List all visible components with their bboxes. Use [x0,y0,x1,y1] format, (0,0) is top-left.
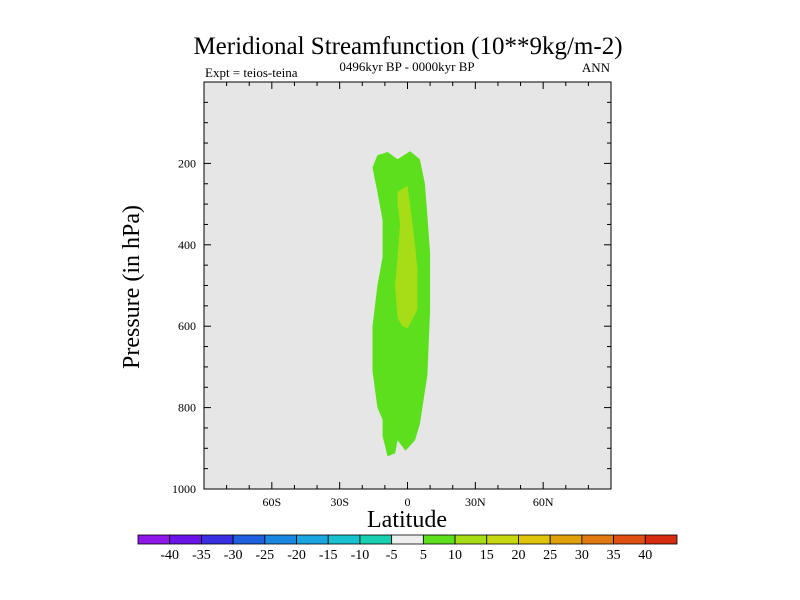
colorbar-label: 10 [448,548,462,563]
x-tick-label: 60S [262,495,281,509]
colorbar-swatch [391,534,424,545]
colorbar-swatch [232,534,266,545]
y-tick-label: 1000 [172,482,196,496]
x-axis-title: Latitude [367,507,447,533]
colorbar-swatch [518,534,551,545]
y-tick-label: 800 [178,401,196,415]
x-tick-label: 30S [330,495,349,509]
colorbar-swatch [581,534,614,545]
colorbar-swatch [137,534,171,545]
season-label: ANN [582,60,611,75]
colorbar-label: 15 [480,548,494,563]
colorbar-label: 5 [420,548,427,563]
colorbar-swatch [327,534,361,545]
colorbar-swatch [454,534,488,545]
colorbar-label: -5 [386,548,398,563]
y-tick-label: 200 [178,156,196,170]
colorbar-label: -10 [351,548,370,563]
colorbar-swatch [296,534,329,545]
chart-title: Meridional Streamfunction (10**9kg/m-2) [193,33,622,60]
colorbar-swatch [613,534,646,545]
colorbar-swatch [549,534,583,545]
colorbar-swatch [644,534,678,545]
period-label: 0496kyr BP - 0000kyr BP [339,59,474,74]
colorbar-label: -40 [160,548,179,563]
colorbar-label: 25 [543,548,557,563]
colorbar-swatch [486,534,519,545]
axis-ticks: 60S 30S 0 30N 60N 200 400 600 800 1000 [172,82,611,509]
colorbar-label: 30 [575,548,589,563]
colorbar-label: 20 [511,548,525,563]
colorbar-label: -15 [319,548,338,563]
x-tick-label: 0 [405,495,411,509]
colorbar-label: 35 [607,548,621,563]
colorbar-swatch [422,534,456,545]
plot-area [203,81,612,490]
experiment-label: Expt = teios-teina [205,65,298,80]
contour-region-2 [395,185,418,329]
colorbar-swatch [264,534,297,545]
colorbar-label: 40 [638,548,652,563]
colorbar-label: -35 [192,548,211,563]
y-axis-title: Pressure (in hPa) [119,205,145,369]
y-tick-label: 600 [178,319,196,333]
colorbar: -40 -35 -30 -25 -20 -15 -10 -5 5 10 15 20 25 30 35 40 [137,534,678,563]
colorbar-label: -30 [224,548,243,563]
x-tick-label: 60N [533,495,554,509]
colorbar-swatch [201,534,234,545]
colorbar-label: -20 [287,548,306,563]
y-tick-label: 400 [178,238,196,252]
colorbar-swatch [359,534,393,545]
colorbar-label: -25 [255,548,274,563]
x-tick-label: 30N [465,495,486,509]
colorbar-swatch [169,534,202,545]
